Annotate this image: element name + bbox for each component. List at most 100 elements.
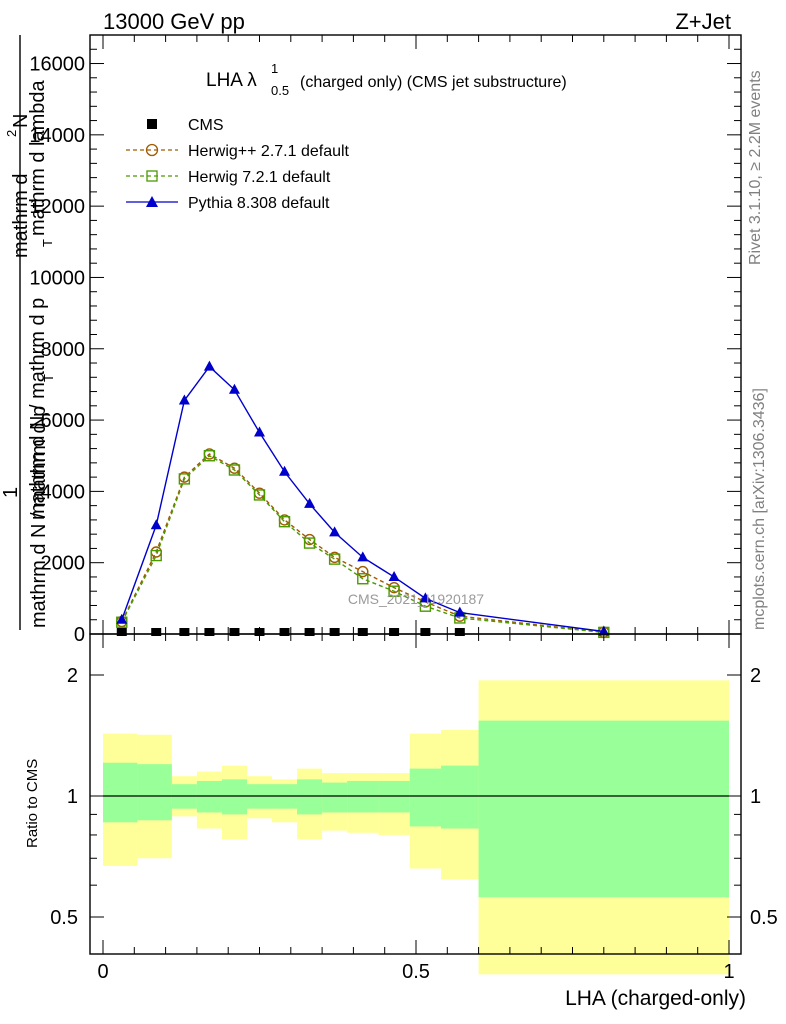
ratio-band-inner (478, 720, 729, 898)
ratio-y-tick-label-left: 2 (67, 665, 78, 687)
data-point-cms (229, 628, 240, 636)
data-point-herwig7 (357, 573, 369, 585)
y-label-line1: mathrm d N / mathrm d p (27, 298, 49, 520)
data-point-pythia (254, 426, 265, 437)
chart-title-rest: (charged only) (CMS jet substructure) (300, 74, 567, 91)
data-point-cms (420, 628, 431, 636)
data-point-pythia (304, 497, 316, 508)
data-point-herwigpp (357, 565, 369, 578)
y-label-line1-sub: T (40, 239, 55, 247)
data-point-pythia (454, 606, 466, 617)
ratio-y-tick-label-right: 2 (750, 665, 761, 687)
ratio-y-tick-label-left: 1 (67, 786, 78, 808)
ratio-y-tick-label-left: 0.5 (50, 907, 78, 929)
header-beam-label: 13000 GeV pp (103, 9, 245, 34)
legend-label-cms: CMS (188, 117, 224, 134)
main-y-tick-label: 0 (74, 624, 85, 646)
ratio-bands-layer (103, 680, 729, 975)
y-label-frac-top-rest: N (10, 114, 32, 128)
ratio-band-inner (221, 779, 247, 815)
data-point-pythia (203, 360, 215, 371)
ratio-band-inner (347, 780, 379, 813)
legend-marker-herwig7 (146, 170, 158, 182)
data-point-pythia (178, 394, 190, 405)
main-y-tick-label: 8000 (41, 339, 86, 361)
data-point-herwig7 (278, 515, 291, 528)
legend-entry-cms: CMS (147, 117, 224, 134)
analysis-watermark: CMS_2021_I1920187 (348, 591, 484, 607)
main-y-tick-label: 16000 (29, 54, 85, 76)
series-line-3 (121, 365, 604, 633)
legend-label-herwigpp: Herwig++ 2.7.1 default (188, 143, 350, 160)
data-point-cms (329, 628, 340, 636)
data-point-pythia (228, 383, 240, 394)
ratio-y-axis-label: Ratio to CMS (24, 759, 41, 848)
data-point-herwig7 (150, 549, 162, 562)
ratio-band-inner (103, 762, 138, 823)
x-axis-label: LHA (charged-only) (565, 987, 746, 1010)
data-point-pythia (329, 526, 341, 537)
legend-entry-herwigpp: Herwig++ 2.7.1 default (126, 143, 350, 160)
ratio-band-inner (322, 782, 348, 813)
x-tick-label: 0 (97, 961, 108, 983)
ratio-panel: 0 0.5 1 0.5 0.5 1 1 2 2 Ratio to CMS LHA (charg… (24, 633, 778, 1010)
data-point-cms (204, 628, 215, 636)
ratio-y-ticks: 0.5 0.5 1 1 2 2 (50, 665, 778, 929)
y-label-frac-top-sup: 2 (4, 130, 19, 137)
data-point-herwig7 (203, 450, 216, 462)
data-point-cms (151, 628, 162, 636)
data-point-cms (454, 628, 465, 636)
ratio-x-ticks: 0 0.5 1 (97, 634, 735, 983)
data-point-pythia (279, 465, 291, 476)
ratio-band-inner (378, 780, 410, 813)
y-label-line1-rest: mathrm d lambda (27, 80, 49, 236)
legend-entry-herwig7: Herwig 7.2.1 default (126, 169, 331, 186)
data-point-cms (116, 628, 127, 636)
data-point-cms (389, 628, 400, 636)
mcplots-label: mcplots.cern.ch [arXiv:1306.3436] (751, 388, 768, 630)
ratio-band-inner (409, 768, 442, 827)
main-y-tick-label: 4000 (41, 481, 86, 503)
data-point-herwig7 (228, 464, 241, 476)
ratio-band-inner (297, 779, 323, 815)
data-point-herwig7 (328, 553, 341, 565)
main-y-tick-label: 14000 (29, 125, 85, 147)
data-point-herwig7 (253, 489, 266, 501)
chart-title-sup: 1 (271, 61, 278, 76)
legend-marker-herwigpp (145, 143, 159, 157)
header-process-label: Z+Jet (675, 9, 731, 34)
data-point-herwig7 (178, 473, 191, 485)
x-tick-label: 0.5 (402, 961, 430, 983)
main-y-tick-label: 12000 (29, 196, 85, 218)
main-y-tick-label: 10000 (29, 267, 85, 289)
data-point-pythia (419, 592, 431, 603)
data-point-pythia (116, 613, 128, 624)
main-y-ticks: 0 2000 4000 6000 8000 10000 12000 14000 16000 (29, 34, 741, 646)
y-label-line2: mathrm d N / mathrm d p (28, 406, 50, 628)
chart-title-sub: 0.5 (271, 83, 289, 98)
data-point-cms (357, 628, 368, 636)
y-label-line2-sub: T (41, 374, 56, 382)
legend-label-herwig7: Herwig 7.2.1 default (188, 169, 331, 186)
main-panel: 0 2000 4000 6000 8000 10000 12000 14000 16000 LH… (0, 34, 742, 646)
legend-entry-pythia: Pythia 8.308 default (126, 195, 330, 212)
main-y-tick-label: 2000 (41, 553, 86, 575)
data-point-herwig7 (388, 585, 400, 597)
legend-marker-pythia (146, 196, 158, 207)
data-point-pythia (357, 551, 369, 562)
chart-title-main: LHA λ (206, 70, 257, 91)
data-point-cms (304, 628, 315, 636)
y-label-one: 1 (0, 487, 22, 498)
main-x-ticks (102, 35, 730, 634)
legend-marker-cms (147, 119, 157, 129)
rivet-version-label: Rivet 3.1.10, ≥ 2.2M events (747, 70, 764, 265)
x-tick-label: 1 (723, 961, 734, 983)
ratio-band-inner (441, 765, 479, 829)
ratio-y-tick-label-right: 1 (750, 786, 761, 808)
ratio-band-inner (196, 780, 222, 813)
data-point-pythia (388, 570, 400, 581)
data-point-cms (179, 628, 190, 636)
legend-label-pythia: Pythia 8.308 default (188, 195, 330, 212)
y-label-frac-top: mathrm d (10, 174, 32, 258)
